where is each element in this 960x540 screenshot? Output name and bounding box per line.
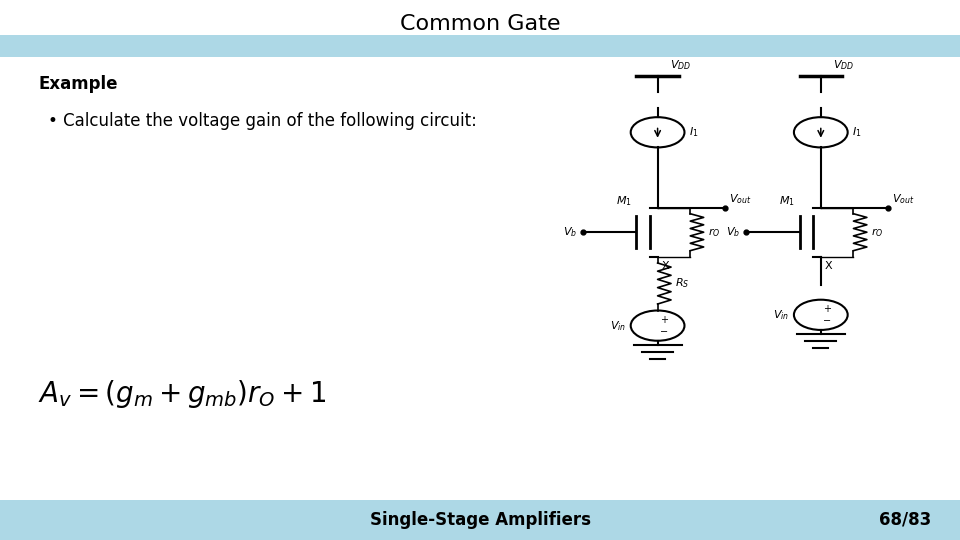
Text: $R_S$: $R_S$ xyxy=(675,276,689,291)
Text: $V_{out}$: $V_{out}$ xyxy=(892,192,915,206)
Text: $V_{DD}$: $V_{DD}$ xyxy=(670,58,691,72)
Text: $V_b$: $V_b$ xyxy=(563,225,577,239)
Text: +: + xyxy=(824,305,831,314)
Text: $V_{DD}$: $V_{DD}$ xyxy=(833,58,854,72)
Text: 68/83: 68/83 xyxy=(879,511,931,529)
Text: $V_{in}$: $V_{in}$ xyxy=(610,319,626,333)
Text: $r_O$: $r_O$ xyxy=(708,226,720,239)
Text: $I_1$: $I_1$ xyxy=(852,125,862,139)
Text: $M_1$: $M_1$ xyxy=(616,194,632,208)
Text: Common Gate: Common Gate xyxy=(399,14,561,35)
Text: $M_1$: $M_1$ xyxy=(780,194,795,208)
Text: $V_{out}$: $V_{out}$ xyxy=(729,192,752,206)
Text: +: + xyxy=(660,315,668,325)
Text: $A_v = (g_m + g_{mb})r_O + 1$: $A_v = (g_m + g_{mb})r_O + 1$ xyxy=(38,378,326,410)
Text: Example: Example xyxy=(38,75,118,93)
Text: Single-Stage Amplifiers: Single-Stage Amplifiers xyxy=(370,511,590,529)
Text: X: X xyxy=(661,261,669,271)
Text: X: X xyxy=(825,261,832,271)
Text: $r_O$: $r_O$ xyxy=(871,226,883,239)
Text: $V_b$: $V_b$ xyxy=(726,225,740,239)
Text: −: − xyxy=(824,316,831,326)
Text: −: − xyxy=(660,327,668,337)
Text: $I_1$: $I_1$ xyxy=(689,125,699,139)
Bar xyxy=(0,35,960,57)
Text: $V_{in}$: $V_{in}$ xyxy=(773,308,789,322)
Bar xyxy=(0,500,960,540)
Text: • Calculate the voltage gain of the following circuit:: • Calculate the voltage gain of the foll… xyxy=(48,112,477,131)
